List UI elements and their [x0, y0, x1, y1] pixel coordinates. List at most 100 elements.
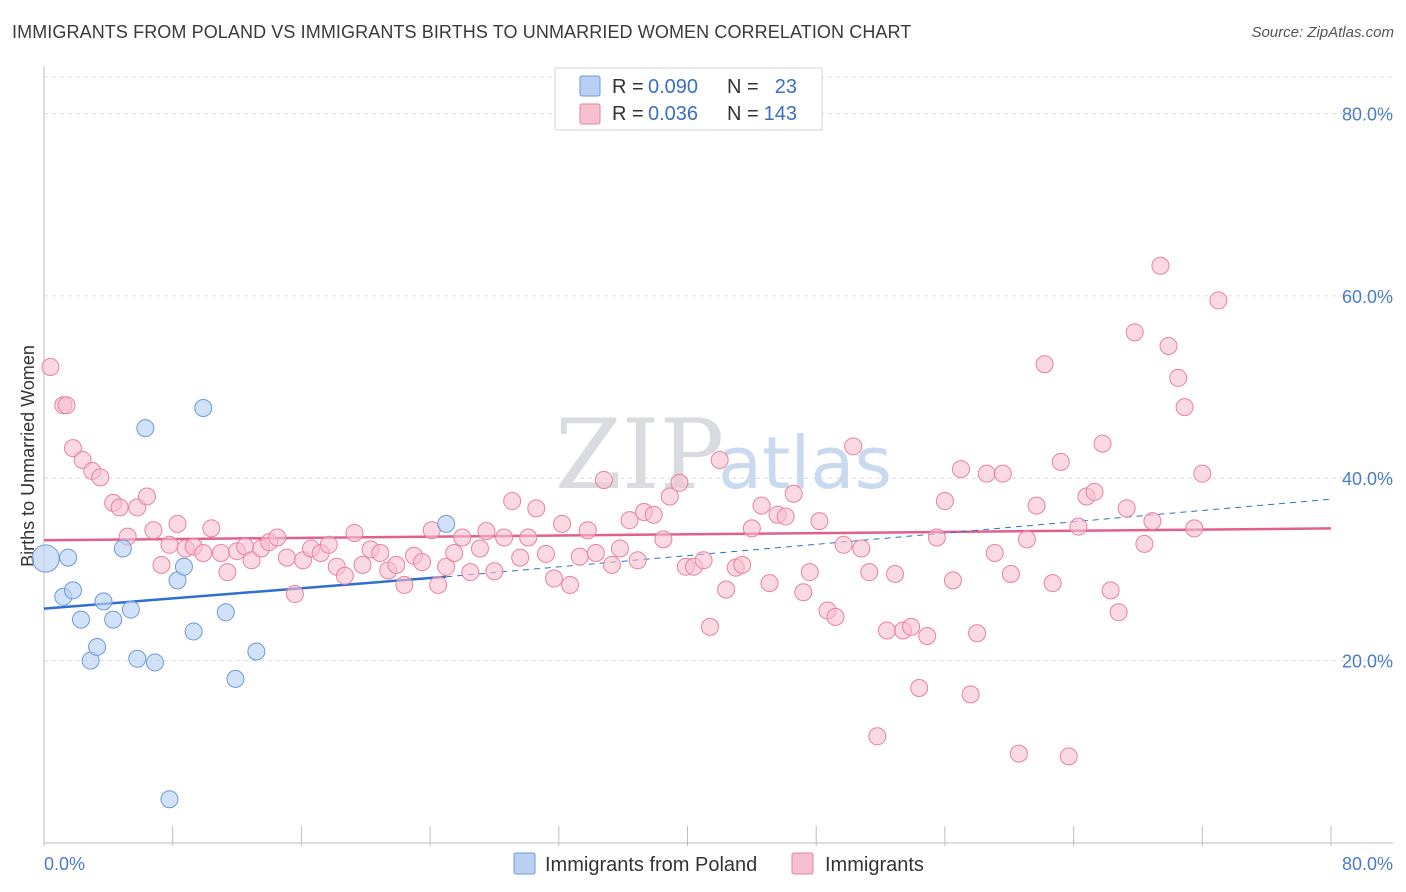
- data-point-immigrants: [110, 498, 129, 517]
- data-point-poland: [247, 642, 266, 661]
- data-point-immigrants: [437, 557, 456, 576]
- axes: [43, 66, 1393, 844]
- y-tick-label: 40.0%: [1342, 469, 1393, 489]
- data-point-immigrants: [1125, 323, 1144, 342]
- data-point-immigrants: [1043, 574, 1062, 593]
- data-point-immigrants: [211, 544, 230, 563]
- data-point-immigrants: [41, 357, 60, 376]
- data-point-immigrants: [1093, 434, 1112, 453]
- data-point-immigrants: [1135, 534, 1154, 553]
- legend-n-value: 23: [775, 76, 797, 98]
- data-point-immigrants: [242, 551, 261, 570]
- data-point-immigrants: [470, 539, 489, 558]
- data-point-immigrants: [826, 607, 845, 626]
- data-point-immigrants: [752, 496, 771, 515]
- data-point-immigrants: [1209, 291, 1228, 310]
- data-point-immigrants: [1151, 256, 1170, 275]
- data-point-poland: [72, 610, 91, 629]
- data-point-immigrants: [733, 555, 752, 574]
- data-point-immigrants: [218, 563, 237, 582]
- data-point-immigrants: [844, 437, 863, 456]
- data-point-immigrants: [429, 575, 448, 594]
- data-point-immigrants: [760, 574, 779, 593]
- data-point-immigrants: [168, 514, 187, 533]
- data-point-immigrants: [977, 464, 996, 483]
- data-point-immigrants: [620, 511, 639, 530]
- x-tick-label-max: 80.0%: [1342, 854, 1393, 874]
- data-point-immigrants: [794, 583, 813, 602]
- bottom-legend: Immigrants from Poland Immigrants: [513, 852, 924, 876]
- data-point-immigrants: [852, 539, 871, 558]
- data-point-immigrants: [1085, 482, 1104, 501]
- data-point-poland: [59, 548, 78, 567]
- data-point-immigrants: [1117, 499, 1136, 518]
- data-point-immigrants: [742, 519, 761, 538]
- data-point-immigrants: [395, 575, 414, 594]
- data-point-poland: [160, 790, 179, 809]
- data-point-immigrants: [776, 507, 795, 526]
- data-point-immigrants: [561, 575, 580, 594]
- data-point-immigrants: [1109, 603, 1128, 622]
- y-axis-label: Births to Unmarried Women: [18, 345, 38, 567]
- data-point-immigrants: [387, 555, 406, 574]
- data-point-immigrants: [860, 563, 879, 582]
- grid-lines: [44, 76, 1393, 662]
- data-point-immigrants: [1027, 496, 1046, 515]
- data-point-poland: [194, 399, 213, 418]
- data-point-immigrants: [968, 624, 987, 643]
- data-point-immigrants: [371, 544, 390, 563]
- chart-source: Source: ZipAtlas.com: [1251, 24, 1394, 41]
- legend-r-value: 0.036: [648, 103, 698, 125]
- data-point-poland: [128, 649, 147, 668]
- data-point-poland: [121, 600, 140, 619]
- data-point-immigrants: [961, 685, 980, 704]
- data-point-immigrants: [544, 569, 563, 588]
- chart-title: IMMIGRANTS FROM POLAND VS IMMIGRANTS BIR…: [12, 22, 912, 42]
- data-point-immigrants: [194, 544, 213, 563]
- data-point-immigrants: [784, 484, 803, 503]
- x-tick-marks: [43, 826, 1332, 846]
- data-point-poland: [437, 514, 456, 533]
- legend-n-value: 143: [764, 103, 797, 125]
- data-point-poland: [88, 637, 107, 656]
- x-tick-label-min: 0.0%: [44, 854, 85, 874]
- data-point-immigrants: [1169, 368, 1188, 387]
- x-tick-labels: 0.0% 80.0%: [44, 854, 1393, 874]
- data-point-immigrants: [63, 439, 82, 458]
- legend-r-value: 0.090: [648, 76, 698, 98]
- legend-r-label: R =: [612, 76, 644, 98]
- legend-swatch-pink: [579, 103, 601, 125]
- watermark: ZIP atlas: [555, 399, 892, 511]
- trend-line-poland-extension: [446, 498, 1332, 578]
- data-point-immigrants: [503, 492, 522, 511]
- data-point-poland: [63, 581, 82, 600]
- data-point-immigrants: [993, 464, 1012, 483]
- y-tick-label: 80.0%: [1342, 104, 1393, 124]
- data-point-immigrants: [877, 621, 896, 640]
- bottom-legend-label-immigrants: Immigrants: [825, 854, 924, 876]
- data-point-immigrants: [935, 492, 954, 511]
- data-point-immigrants: [1069, 517, 1088, 536]
- data-point-immigrants: [1035, 355, 1054, 374]
- data-point-immigrants: [160, 535, 179, 554]
- data-point-immigrants: [918, 626, 937, 645]
- data-point-immigrants: [1175, 398, 1194, 417]
- data-point-immigrants: [602, 555, 621, 574]
- data-point-poland: [113, 539, 132, 558]
- data-point-immigrants: [1059, 747, 1078, 766]
- legend: R = 0.090 N = 23 R = 0.036 N = 143: [554, 67, 823, 131]
- data-point-immigrants: [660, 487, 679, 506]
- y-tick-labels: 20.0% 40.0% 60.0% 80.0%: [1342, 104, 1393, 671]
- series-immigrants: [41, 256, 1228, 766]
- y-tick-label: 20.0%: [1342, 652, 1393, 672]
- data-point-immigrants: [202, 519, 221, 538]
- data-point-immigrants: [1051, 452, 1070, 471]
- data-point-poland: [174, 557, 193, 576]
- data-point-immigrants: [477, 522, 496, 541]
- data-point-immigrants: [353, 555, 372, 574]
- bottom-legend-swatch-blue: [513, 852, 536, 875]
- data-point-immigrants: [335, 566, 354, 585]
- data-point-immigrants: [268, 528, 287, 547]
- data-point-immigrants: [511, 548, 530, 567]
- data-point-immigrants: [886, 564, 905, 583]
